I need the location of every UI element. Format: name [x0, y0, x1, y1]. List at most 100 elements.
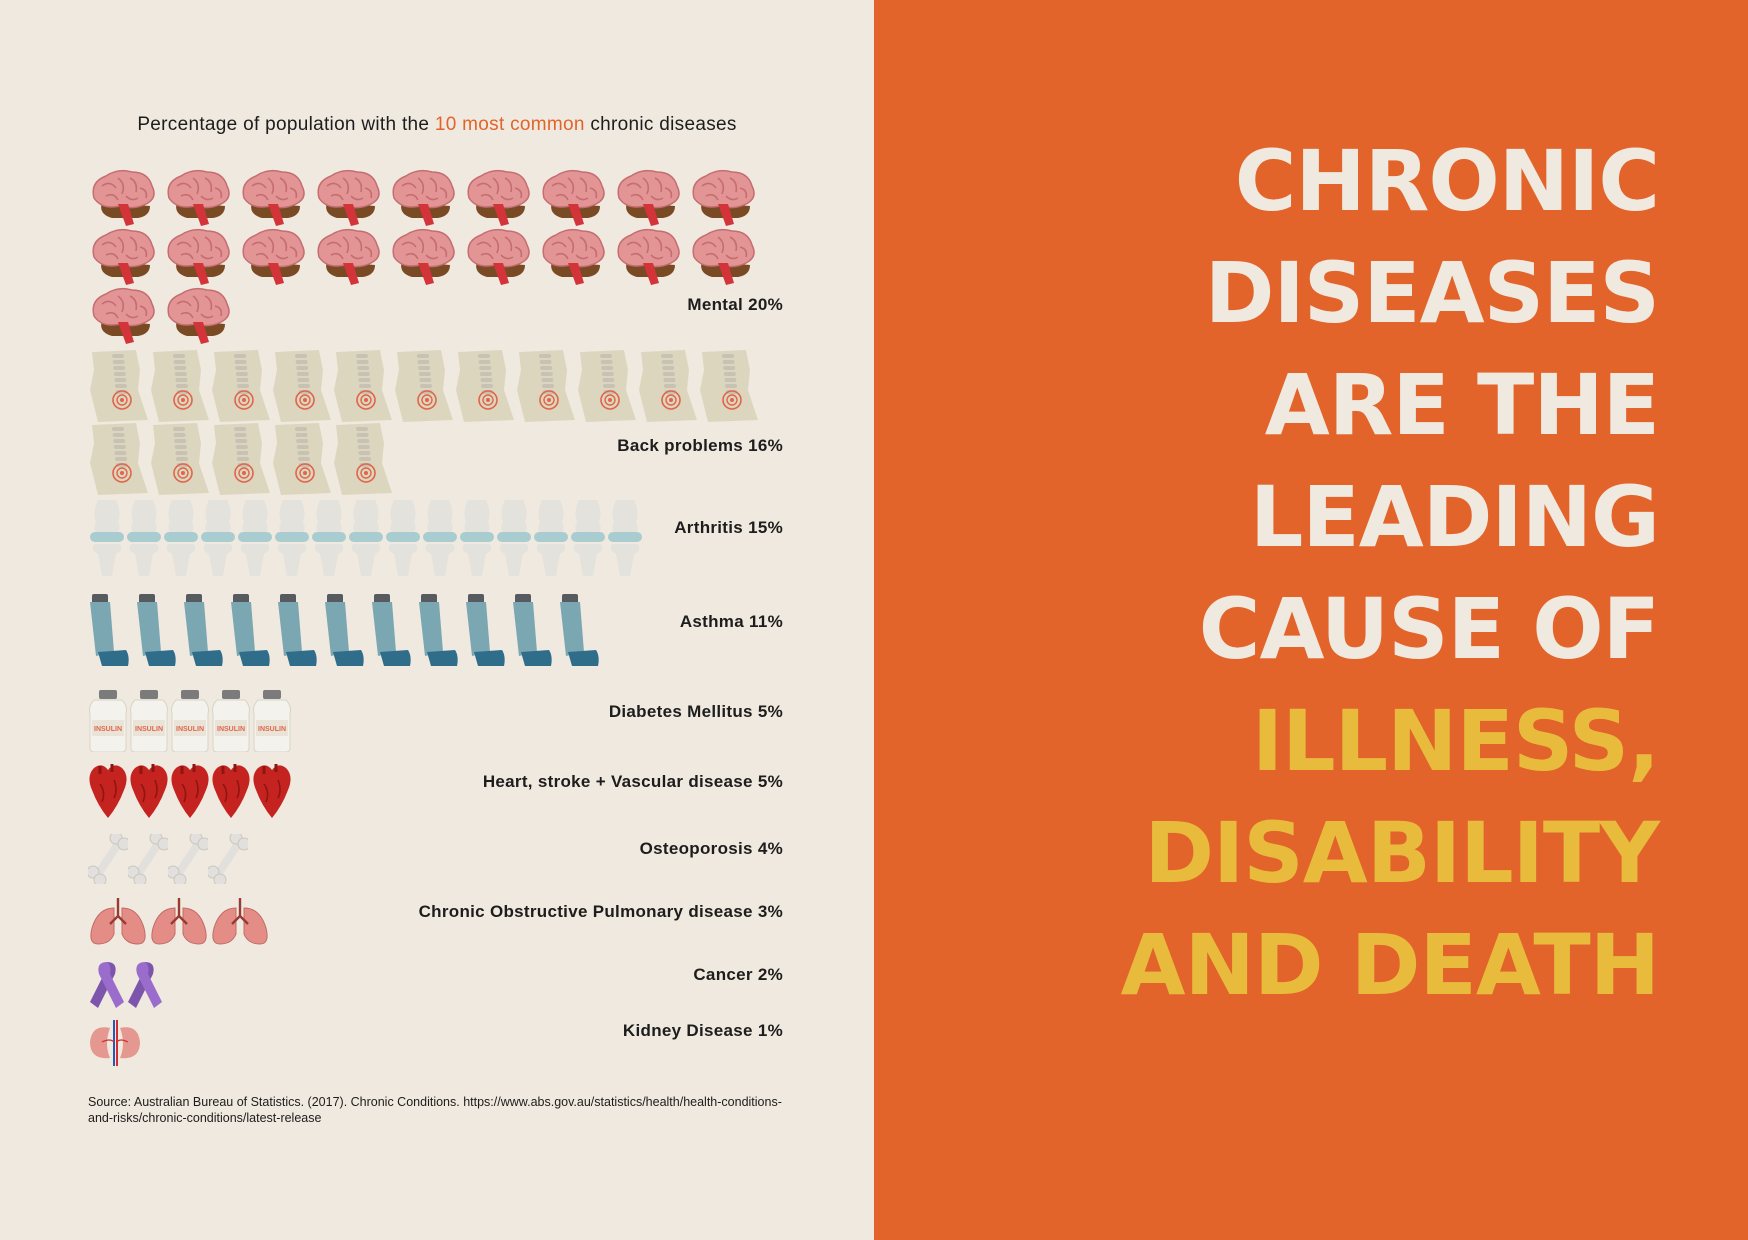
- inhaler-icon: [513, 594, 552, 666]
- inhaler-icon: [466, 594, 505, 666]
- lungs-icon: [212, 898, 268, 945]
- headline-line-6: ILLNESS,: [1251, 692, 1660, 790]
- brain-icon: [542, 169, 605, 226]
- category-label: Cancer 2%: [693, 965, 783, 984]
- spine-icon: [151, 423, 209, 495]
- category-label: Diabetes Mellitus 5%: [608, 702, 783, 721]
- insulin-vial-icon: INSULIN: [253, 690, 291, 752]
- inhaler-icon: [231, 594, 270, 666]
- brain-icon: [317, 169, 380, 226]
- brain-icon: [617, 169, 680, 226]
- inhaler-icon: [137, 594, 176, 666]
- bone-icon: [128, 834, 168, 884]
- spine-icon: [395, 350, 453, 422]
- category-label: Asthma 11%: [679, 612, 783, 631]
- category-label: Kidney Disease 1%: [622, 1021, 783, 1040]
- insulin-vial-icon: INSULIN: [89, 690, 127, 752]
- chart-title-suffix: chronic diseases: [584, 114, 737, 135]
- brain-icon: [467, 228, 530, 285]
- svg-text:INSULIN: INSULIN: [176, 726, 204, 733]
- source-note: Source: Australian Bureau of Statistics.…: [88, 1095, 782, 1125]
- spine-icon: [578, 350, 636, 422]
- inhaler-icon: [372, 594, 411, 666]
- heart-icon: [212, 764, 250, 818]
- category-label: Mental 20%: [687, 295, 783, 314]
- knee-joint-icon: [127, 500, 161, 576]
- headline: CHRONIC DISEASES ARE THE LEADING CAUSE O…: [1120, 125, 1660, 1021]
- heart-icon: [253, 764, 291, 818]
- heart-icon: [171, 764, 209, 818]
- svg-text:INSULIN: INSULIN: [94, 726, 122, 733]
- brain-icon: [692, 228, 755, 285]
- brain-icon: [167, 228, 230, 285]
- chart-title-prefix: Percentage of population with the: [137, 114, 435, 135]
- headline-line-1: CHRONIC: [1234, 132, 1660, 230]
- spine-icon: [273, 423, 331, 495]
- category-label: Arthritis 15%: [674, 518, 783, 537]
- spine-icon: [639, 350, 697, 422]
- ribbon-icon: [90, 962, 124, 1008]
- spine-icon: [90, 350, 148, 422]
- spine-icon: [90, 423, 148, 495]
- knee-joint-icon: [497, 500, 531, 576]
- lungs-icon: [151, 898, 207, 945]
- chart-panel: Percentage of population with the 10 mos…: [0, 0, 874, 1240]
- knee-joint-icon: [90, 500, 124, 576]
- headline-panel: CHRONIC DISEASES ARE THE LEADING CAUSE O…: [874, 0, 1748, 1240]
- brain-icon: [392, 169, 455, 226]
- knee-joint-icon: [460, 500, 494, 576]
- brain-icon: [467, 169, 530, 226]
- brain-icon: [542, 228, 605, 285]
- knee-joint-icon: [164, 500, 198, 576]
- inhaler-icon: [184, 594, 223, 666]
- category-label: Osteoporosis 4%: [639, 839, 783, 858]
- inhaler-icon: [90, 594, 129, 666]
- spine-icon: [334, 423, 392, 495]
- knee-joint-icon: [423, 500, 457, 576]
- svg-text:INSULIN: INSULIN: [258, 726, 286, 733]
- brain-icon: [242, 169, 305, 226]
- spine-icon: [212, 350, 270, 422]
- insulin-vial-icon: INSULIN: [171, 690, 209, 752]
- bone-icon: [168, 834, 208, 884]
- knee-joint-icon: [571, 500, 605, 576]
- spine-icon: [212, 423, 270, 495]
- knee-joint-icon: [312, 500, 346, 576]
- knee-joint-icon: [608, 500, 642, 576]
- knee-joint-icon: [238, 500, 272, 576]
- headline-line-3: ARE THE: [1264, 356, 1660, 454]
- knee-joint-icon: [386, 500, 420, 576]
- bone-icon: [88, 834, 128, 884]
- brain-icon: [167, 287, 230, 344]
- category-label: Chronic Obstructive Pulmonary disease 3%: [418, 902, 783, 921]
- chart-title-highlight: 10 most common: [434, 114, 585, 135]
- brain-icon: [92, 287, 155, 344]
- category-label: Back problems 16%: [617, 436, 783, 455]
- headline-line-8: AND DEATH: [1120, 916, 1660, 1014]
- knee-joint-icon: [534, 500, 568, 576]
- spine-icon: [334, 350, 392, 422]
- insulin-vial-icon: INSULIN: [212, 690, 250, 752]
- knee-joint-icon: [201, 500, 235, 576]
- lungs-icon: [90, 898, 146, 945]
- brain-icon: [242, 228, 305, 285]
- bone-icon: [208, 834, 248, 884]
- inhaler-icon: [325, 594, 364, 666]
- spine-icon: [151, 350, 209, 422]
- headline-line-2: DISEASES: [1204, 244, 1660, 342]
- heart-icon: [89, 764, 127, 818]
- insulin-vial-icon: INSULIN: [130, 690, 168, 752]
- knee-joint-icon: [349, 500, 383, 576]
- spine-icon: [273, 350, 331, 422]
- brain-icon: [317, 228, 380, 285]
- brain-icon: [92, 169, 155, 226]
- brain-icon: [392, 228, 455, 285]
- brain-icon: [167, 169, 230, 226]
- heart-icon: [130, 764, 168, 818]
- headline-line-5: CAUSE OF: [1198, 580, 1660, 678]
- inhaler-icon: [560, 594, 599, 666]
- inhaler-icon: [419, 594, 458, 666]
- category-label: Heart, stroke + Vascular disease 5%: [482, 772, 783, 791]
- brain-icon: [617, 228, 680, 285]
